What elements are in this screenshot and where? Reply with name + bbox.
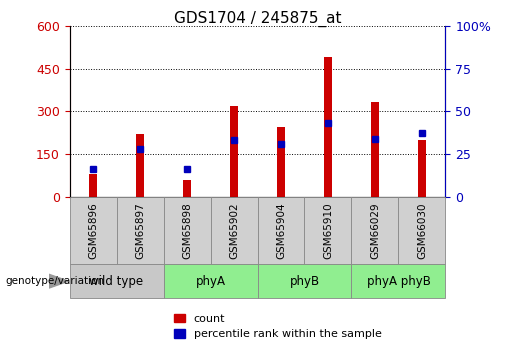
Text: GSM66029: GSM66029 xyxy=(370,202,380,259)
Bar xyxy=(164,264,258,298)
Bar xyxy=(70,264,164,298)
Text: GSM65898: GSM65898 xyxy=(182,202,192,259)
Bar xyxy=(371,102,379,197)
Bar xyxy=(352,264,445,298)
Bar xyxy=(89,175,97,197)
Bar xyxy=(352,197,399,264)
Bar xyxy=(136,134,144,197)
Bar xyxy=(183,180,191,197)
Bar xyxy=(70,197,116,264)
Legend: count, percentile rank within the sample: count, percentile rank within the sample xyxy=(169,309,386,344)
Bar xyxy=(211,197,258,264)
Text: GDS1704 / 245875_at: GDS1704 / 245875_at xyxy=(174,10,341,27)
Text: GSM66030: GSM66030 xyxy=(417,202,427,258)
Bar xyxy=(277,127,285,197)
Bar xyxy=(164,197,211,264)
Text: phyA phyB: phyA phyB xyxy=(367,275,431,288)
Text: phyA: phyA xyxy=(196,275,226,288)
Bar xyxy=(399,197,445,264)
Polygon shape xyxy=(49,274,68,288)
Bar xyxy=(324,57,332,197)
Bar xyxy=(258,264,352,298)
Bar xyxy=(116,197,164,264)
Text: GSM65902: GSM65902 xyxy=(229,202,239,259)
Text: genotype/variation: genotype/variation xyxy=(5,276,104,286)
Bar xyxy=(258,197,304,264)
Bar xyxy=(304,197,352,264)
Bar xyxy=(230,106,238,197)
Text: wild type: wild type xyxy=(90,275,144,288)
Text: GSM65897: GSM65897 xyxy=(135,202,145,259)
Text: phyB: phyB xyxy=(289,275,319,288)
Text: GSM65910: GSM65910 xyxy=(323,202,333,259)
Bar xyxy=(418,140,426,197)
Text: GSM65904: GSM65904 xyxy=(276,202,286,259)
Text: GSM65896: GSM65896 xyxy=(88,202,98,259)
